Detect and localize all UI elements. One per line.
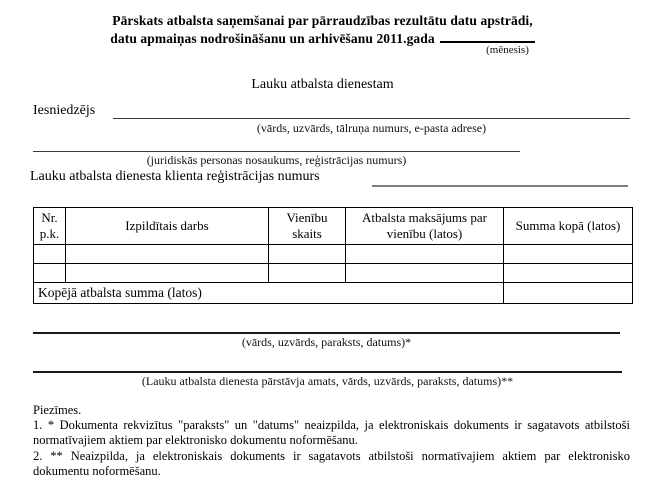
recipient-line: Lauku atbalsta dienestam [251,77,394,92]
col-header-units: Vienību skaits [268,207,346,245]
table-header-row: Nr. p.k. Izpildītais darbs Vienību skait… [33,207,633,245]
client-number-label: Lauku atbalsta dienesta klienta reģistrā… [30,169,320,184]
document-title-line1: Pārskats atbalsta saņemšanai par pārraud… [112,13,533,28]
cell-work-2 [65,263,269,283]
signature-caption-official: (Lauku atbalsta dienesta pārstāvja amats… [141,374,514,388]
document-title-line2-text: datu apmaiņas nodrošināšanu un arhivēšan… [110,31,435,46]
signature-line-official [33,357,622,373]
cell-units-1 [268,244,346,264]
table-row [33,244,633,264]
signature-line-submitter [33,318,620,334]
cell-nr-2 [33,263,66,283]
legal-person-caption: (juridiskās personas nosaukums, reģistrā… [146,153,407,167]
total-sum-value [503,282,633,304]
col-header-nr: Nr. p.k. [33,207,66,245]
col-header-total: Summa kopā (latos) [503,207,633,245]
cell-work-1 [65,244,269,264]
submitter-label: Iesniedzējs [33,103,96,118]
cell-total-2 [503,263,633,283]
notes-heading: Piezīmes. [33,403,82,417]
col-header-payment: Atbalsta maksājums par vienību (latos) [345,207,504,245]
note-item-2: 2. ** Neaizpilda, ja elektroniskais doku… [33,448,630,478]
cell-payment-2 [345,263,504,283]
document-title-line2: datu apmaiņas nodrošināšanu un arhivēšan… [0,29,645,47]
support-table-wrapper: Nr. p.k. Izpildītais darbs Vienību skait… [33,207,633,304]
cell-units-2 [268,263,346,283]
legal-person-blank-line [33,136,520,152]
signature-caption-submitter: (vārds, uzvārds, paraksts, datums)* [241,335,412,349]
cell-nr-1 [33,244,66,264]
client-number-blank-line [372,169,628,187]
submitter-caption: (vārds, uzvārds, tālruņa numurs, e-pasta… [256,121,487,135]
table-row [33,263,633,283]
submitter-blank-line [113,103,630,119]
support-table: Nr. p.k. Izpildītais darbs Vienību skait… [33,207,633,304]
table-footer-row: Kopējā atbalsta summa (latos) [33,282,633,304]
notes-section: Piezīmes. 1. * Dokumenta rekvizītus "par… [33,403,630,479]
cell-payment-1 [345,244,504,264]
cell-total-1 [503,244,633,264]
month-caption: (mēnesis) [486,44,529,56]
note-item-1: 1. * Dokumenta rekvizītus "paraksts" un … [33,418,630,448]
col-header-work: Izpildītais darbs [65,207,269,245]
month-blank-line [439,29,535,43]
total-sum-label: Kopējā atbalsta summa (latos) [33,282,504,304]
